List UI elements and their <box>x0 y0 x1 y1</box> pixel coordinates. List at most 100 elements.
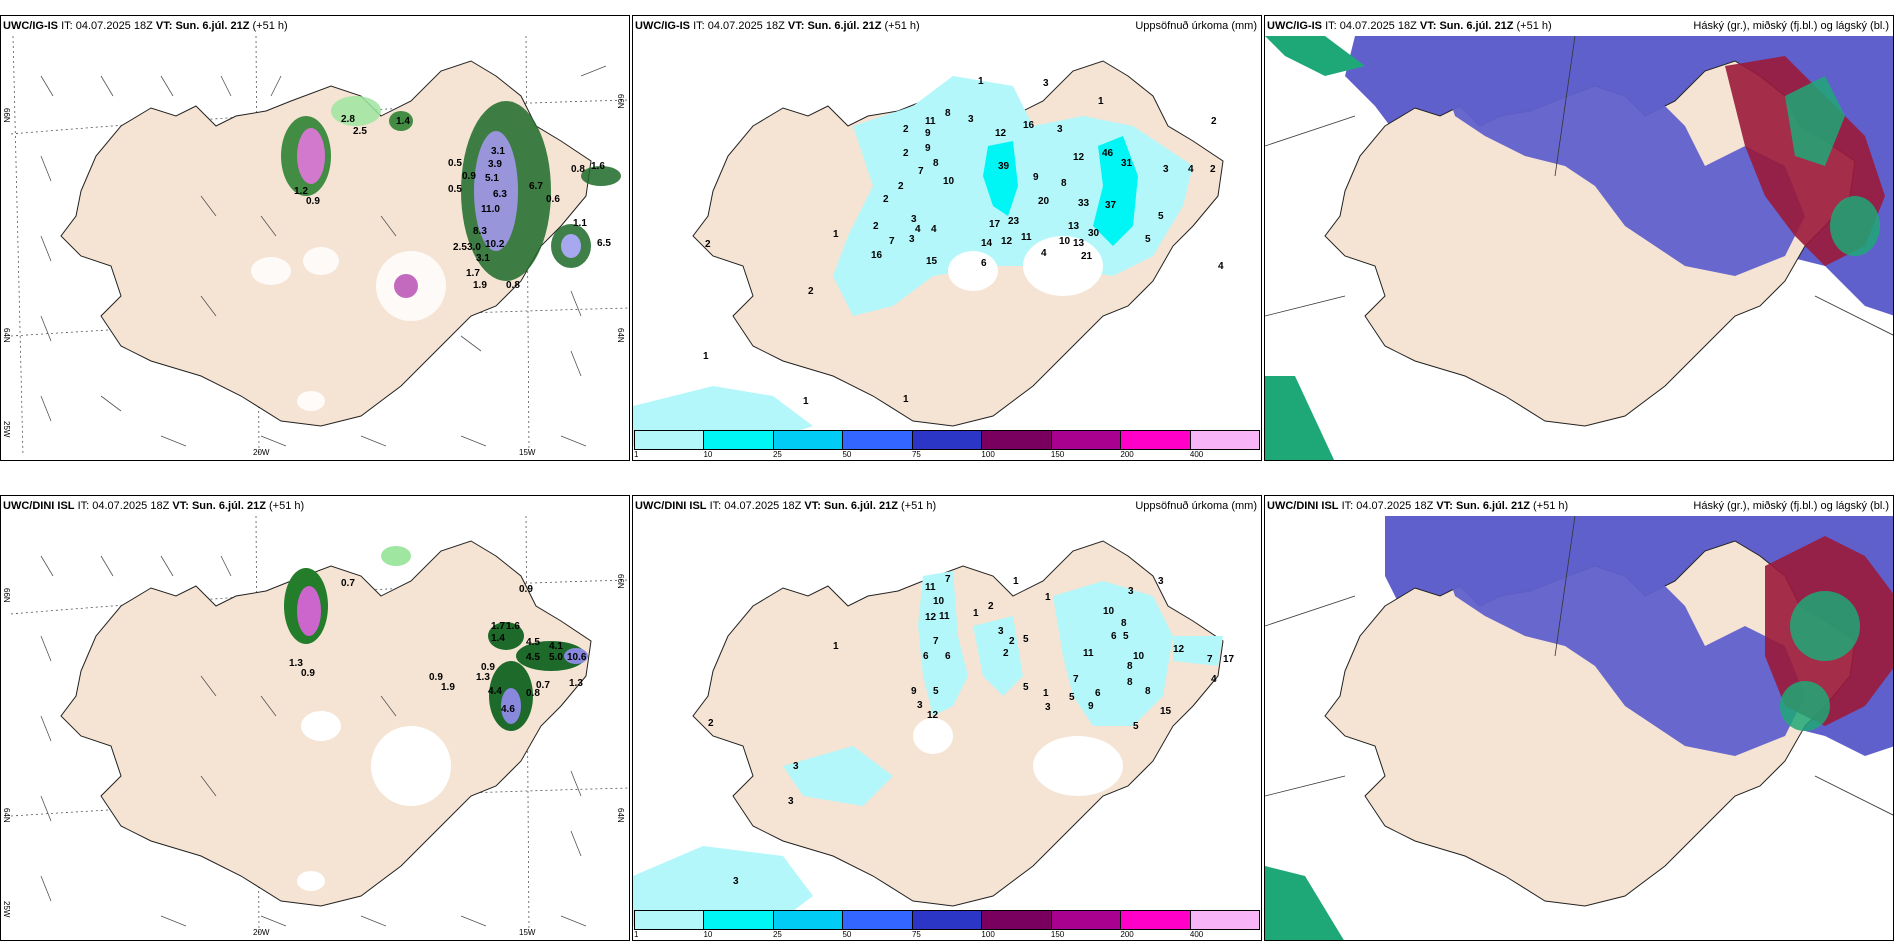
panel-accum-precip-dini: UWC/DINI ISL IT: 04.07.2025 18Z VT: Sun.… <box>632 495 1262 941</box>
colorbar-tick: 400 <box>1189 930 1204 939</box>
value-label: 12 <box>1073 152 1085 163</box>
lead-time: (+51 h) <box>268 500 305 512</box>
value-label: 9 <box>1088 701 1094 712</box>
value-label: 2 <box>1009 636 1015 647</box>
vt-value: Sun. 6.júl. 21Z <box>1455 500 1530 512</box>
colorbar-tick: 150 <box>1050 450 1065 459</box>
value-label: 0.8 <box>506 280 520 291</box>
value-label: 1 <box>1043 688 1049 699</box>
colorbar-swatch <box>1051 911 1122 929</box>
value-label: 39 <box>998 161 1010 172</box>
colorbar <box>634 910 1260 930</box>
panel-header: UWC/IG-IS IT: 04.07.2025 18Z VT: Sun. 6.… <box>635 20 1259 34</box>
wind-barbs <box>40 555 587 927</box>
value-label: 12 <box>925 612 937 623</box>
value-label: 4 <box>931 224 937 235</box>
value-label: 12 <box>1173 644 1185 655</box>
panel-header: UWC/IG-IS IT: 04.07.2025 18Z VT: Sun. 6.… <box>3 20 627 34</box>
value-label: 37 <box>1105 200 1117 211</box>
panel-header: UWC/DINI ISL IT: 04.07.2025 18Z VT: Sun.… <box>1267 500 1891 514</box>
value-label: 9 <box>911 686 917 697</box>
lon-label-15: 15W <box>519 448 536 457</box>
it-label: IT: <box>1325 20 1337 32</box>
colorbar-swatch <box>635 911 705 929</box>
precip-shading <box>633 571 1223 926</box>
value-label: 4.5 <box>526 637 540 648</box>
value-label: 23 <box>1008 216 1020 227</box>
value-label: 7 <box>933 636 939 647</box>
value-label: 12 <box>995 128 1007 139</box>
model-name: UWC/DINI ISL <box>3 500 75 512</box>
map-canvas <box>10 515 629 937</box>
value-label: 3 <box>1158 576 1164 587</box>
value-label: 2.5 <box>453 242 467 253</box>
lat-label-66: 66N <box>2 588 11 603</box>
lat-label-66: 66N <box>2 108 11 123</box>
value-label: 4 <box>1188 164 1194 175</box>
value-label: 5.0 <box>549 652 563 663</box>
value-label: 21 <box>1081 251 1093 262</box>
map-canvas <box>10 35 629 457</box>
panel-title: Uppsöfnuð úrkoma (mm) <box>1135 500 1257 512</box>
it-label: IT: <box>77 500 90 512</box>
value-label: 46 <box>1102 148 1114 159</box>
lat-label-66-right: 66N <box>616 94 625 109</box>
value-label: 7 <box>918 166 924 177</box>
value-label: 10.6 <box>567 652 587 663</box>
value-label: 7 <box>1207 654 1213 665</box>
value-label: 0.7 <box>341 578 355 589</box>
value-label: 3.9 <box>488 159 502 170</box>
value-label: 3.1 <box>491 146 505 157</box>
panel-header: UWC/IG-IS IT: 04.07.2025 18Z VT: Sun. 6.… <box>1267 20 1891 34</box>
value-label: 6 <box>1095 688 1101 699</box>
value-label: 8 <box>1127 677 1133 688</box>
panel-clouds-dini: UWC/DINI ISL IT: 04.07.2025 18Z VT: Sun.… <box>1264 495 1894 941</box>
value-label: 0.6 <box>546 194 560 205</box>
value-label: 4.6 <box>501 704 515 715</box>
value-label: 0.5 <box>448 184 462 195</box>
value-label: 3 <box>909 234 915 245</box>
value-label: 9 <box>925 128 931 139</box>
value-label: 8 <box>1145 686 1151 697</box>
value-label: 1.7 <box>491 621 505 632</box>
lon-label-20: 20W <box>253 928 270 937</box>
value-label: 4.5 <box>526 652 540 663</box>
iceland-landmass <box>60 60 592 427</box>
value-label: 6 <box>981 258 987 269</box>
value-label: 0.9 <box>462 171 476 182</box>
panel-clouds-igis: UWC/IG-IS IT: 04.07.2025 18Z VT: Sun. 6.… <box>1264 15 1894 461</box>
value-label: 5 <box>933 686 939 697</box>
value-label: 4 <box>915 224 921 235</box>
colorbar-swatch <box>912 431 983 449</box>
colorbar-ticks: 1 10 25 50 75 100 150 200 400 <box>634 450 1260 460</box>
vt-value: Sun. 6.júl. 21Z <box>823 500 898 512</box>
value-label: 1.7 <box>466 268 480 279</box>
value-label: 1 <box>973 608 979 619</box>
value-label: 2 <box>708 718 714 729</box>
panel-accum-precip-igis: UWC/IG-IS IT: 04.07.2025 18Z VT: Sun. 6.… <box>632 15 1262 461</box>
value-label: 30 <box>1088 228 1100 239</box>
value-label: 3 <box>998 626 1004 637</box>
vt-label: VT: <box>804 500 821 512</box>
value-label: 2 <box>705 239 711 250</box>
it-label: IT: <box>61 20 73 32</box>
value-label: 5 <box>1069 692 1075 703</box>
colorbar-swatch <box>843 431 913 449</box>
value-label: 0.8 <box>571 164 585 175</box>
it-value: 04.07.2025 18Z <box>92 500 170 512</box>
value-label: 1.6 <box>506 621 520 632</box>
value-label: 2 <box>808 286 814 297</box>
panel-header: UWC/DINI ISL IT: 04.07.2025 18Z VT: Sun.… <box>3 500 627 514</box>
vt-value: Sun. 6.júl. 21Z <box>191 500 266 512</box>
value-label: 1.1 <box>573 218 587 229</box>
value-label: 8 <box>1121 618 1127 629</box>
value-label: 0.9 <box>301 668 315 679</box>
value-label: 0.8 <box>526 688 540 699</box>
value-label: 1.6 <box>591 161 605 172</box>
value-label: 1 <box>978 76 984 87</box>
value-label: 8.3 <box>473 226 487 237</box>
lead-time: (+51 h) <box>1516 20 1552 32</box>
colorbar-tick: 75 <box>911 930 921 939</box>
panel-header: UWC/DINI ISL IT: 04.07.2025 18Z VT: Sun.… <box>635 500 1259 514</box>
model-name: UWC/DINI ISL <box>635 500 707 512</box>
